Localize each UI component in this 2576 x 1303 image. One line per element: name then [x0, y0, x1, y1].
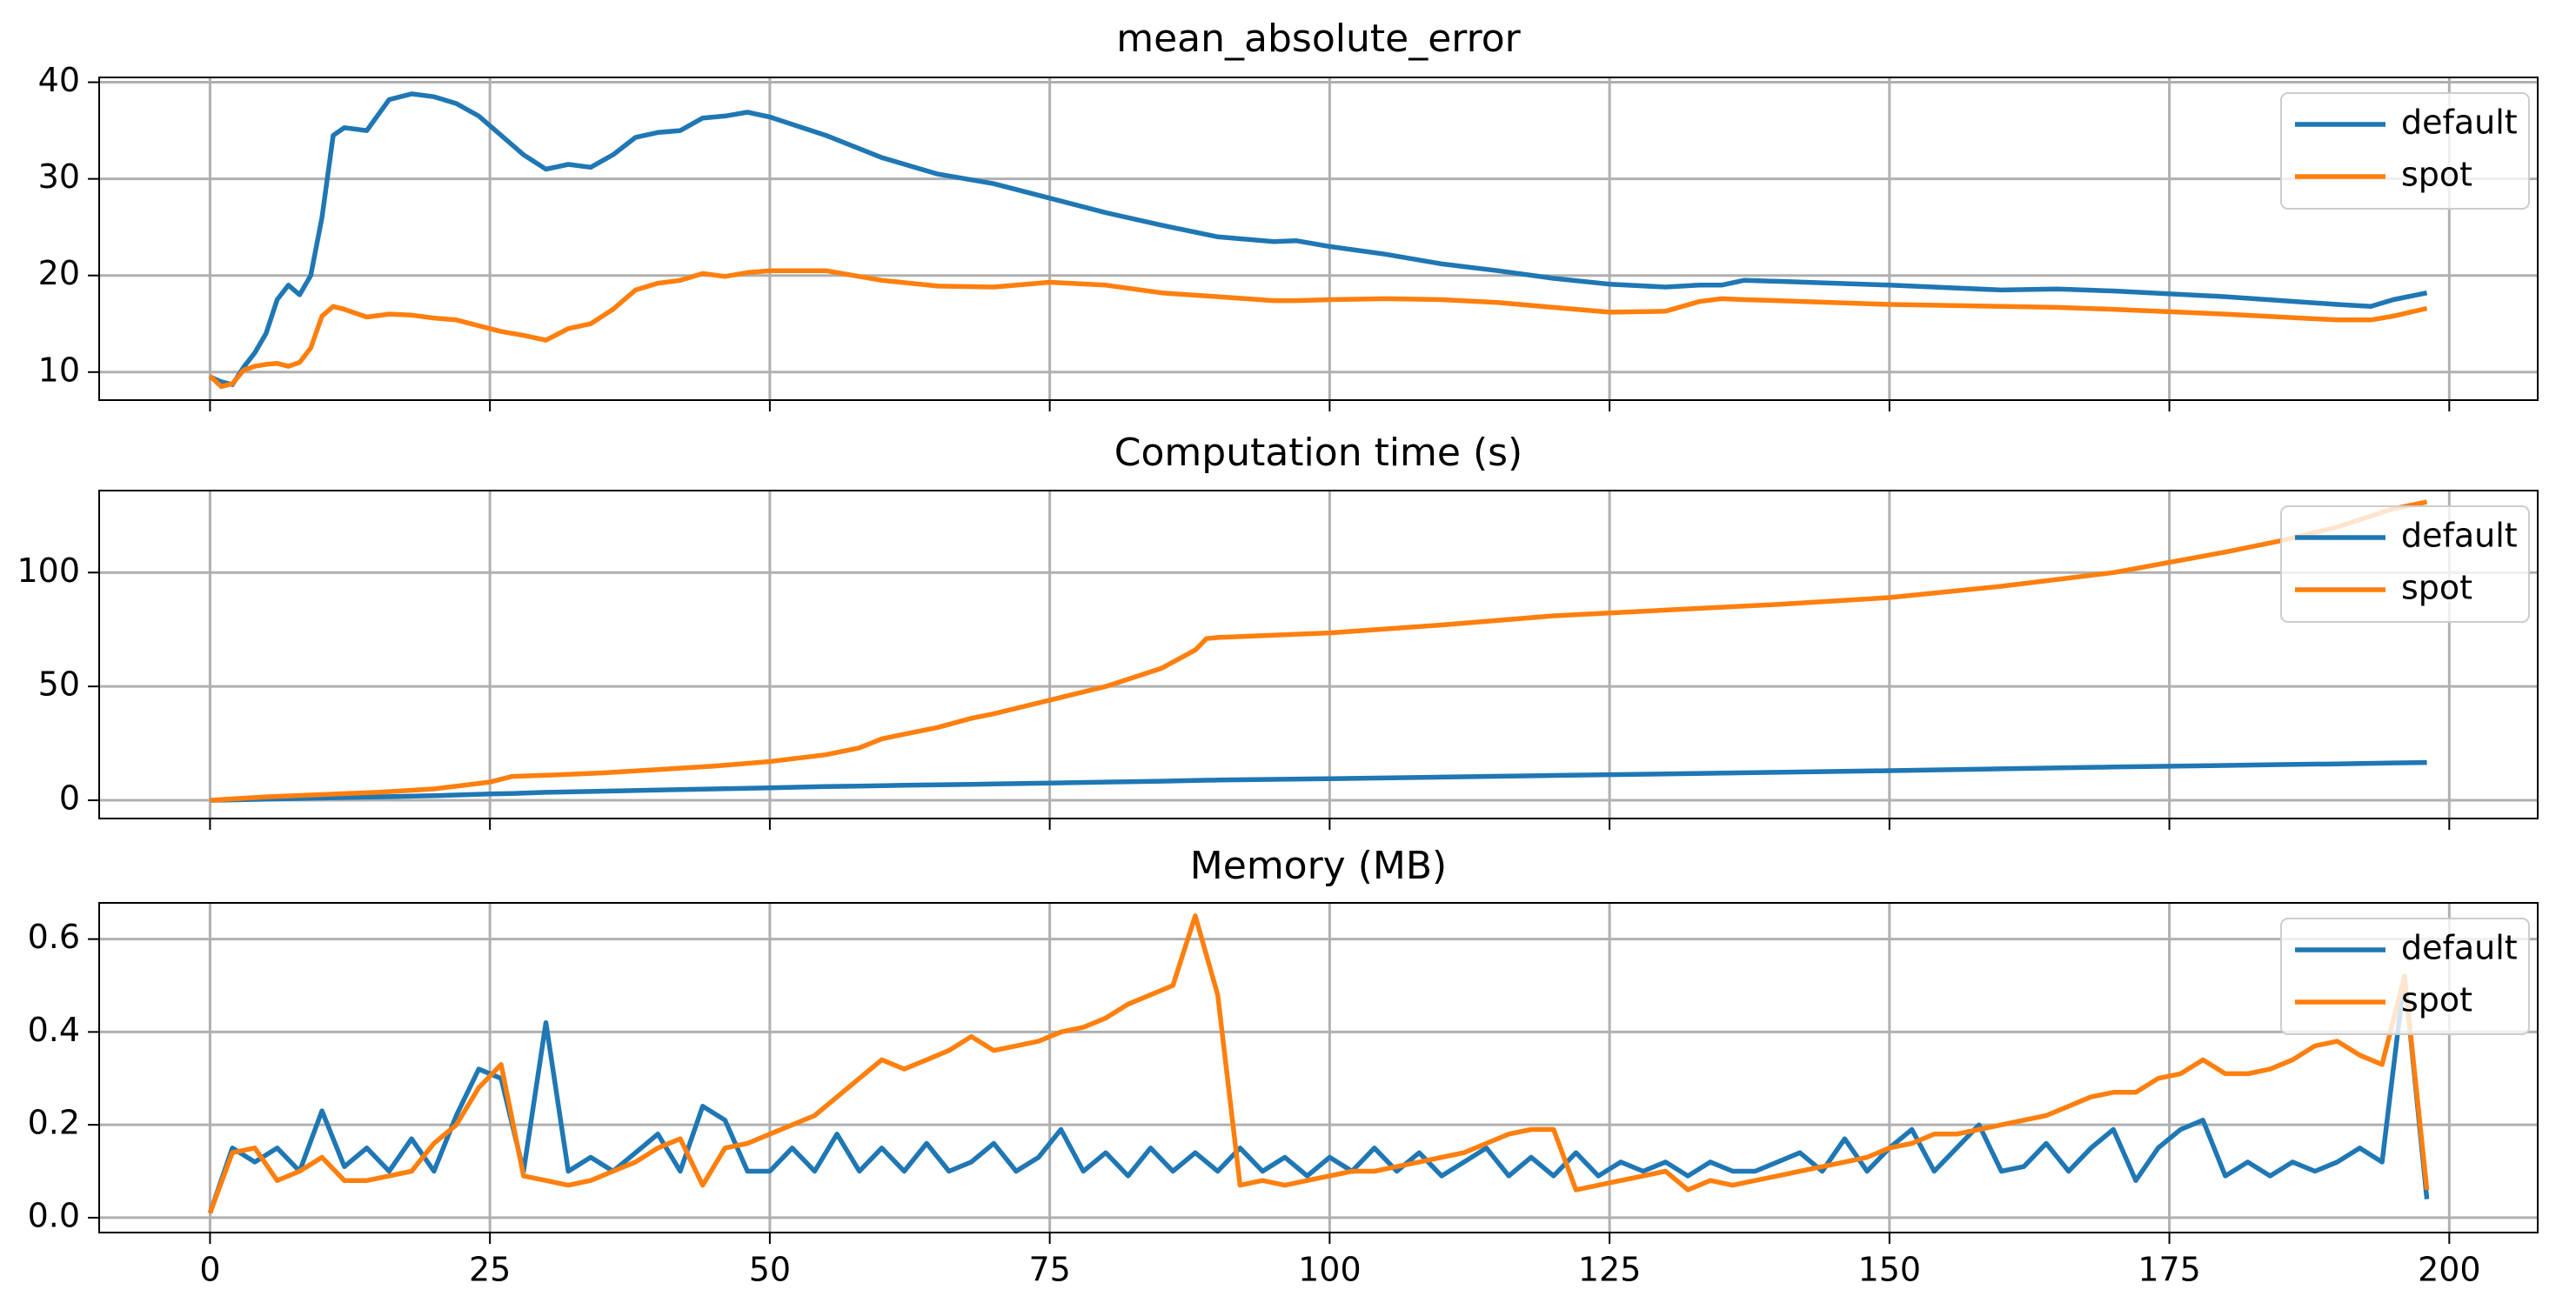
chart-title: Memory (MB): [1190, 844, 1447, 888]
chart-title: Computation time (s): [1114, 431, 1522, 475]
y-tick-label: 0.0: [28, 1196, 80, 1234]
x-tick-label: 0: [199, 1251, 220, 1289]
legend: default spot: [2280, 918, 2530, 1035]
y-tick-label: 0.2: [28, 1104, 80, 1142]
plot-area: [99, 903, 2538, 1233]
y-tick-label: 30: [38, 157, 80, 196]
x-tick-label: 100: [1298, 1251, 1362, 1289]
legend-label: default: [2401, 104, 2518, 142]
legend-label: default: [2401, 929, 2518, 967]
x-tick-label: 75: [1028, 1251, 1070, 1289]
legend: default spot: [2280, 505, 2530, 623]
y-tick-label: 40: [38, 61, 80, 99]
x-tick-label: 200: [2418, 1251, 2481, 1289]
x-tick-label: 125: [1578, 1251, 1642, 1289]
axes-frame: [98, 77, 2539, 401]
y-tick-label: 20: [38, 254, 80, 292]
legend-label: spot: [2401, 569, 2472, 607]
axes-frame: [98, 490, 2539, 819]
series-line: [210, 759, 2427, 803]
x-tick-label: 25: [469, 1251, 511, 1289]
legend: default spot: [2280, 92, 2530, 210]
plot-area: [99, 491, 2538, 819]
y-tick-label: 50: [38, 665, 80, 704]
y-tick-label: 10: [38, 351, 80, 389]
legend-label: default: [2401, 517, 2518, 555]
plot-area: [99, 77, 2538, 400]
series-line: [209, 91, 2428, 387]
y-tick-label: 0: [59, 779, 80, 818]
y-tick-label: 0.6: [28, 918, 80, 956]
x-tick-label: 175: [2138, 1251, 2201, 1289]
series-line: [208, 268, 2428, 390]
x-tick-label: 150: [1858, 1251, 1922, 1289]
y-tick-label: 100: [17, 551, 80, 590]
series-line: [207, 913, 2430, 1214]
legend-label: spot: [2401, 156, 2472, 194]
series-line: [207, 973, 2430, 1214]
chart-title: mean_absolute_error: [1116, 17, 1521, 61]
axes-frame: [98, 902, 2539, 1233]
series-line: [210, 499, 2428, 803]
y-tick-label: 0.4: [28, 1011, 80, 1049]
legend-label: spot: [2401, 981, 2472, 1019]
x-tick-label: 50: [749, 1251, 791, 1289]
